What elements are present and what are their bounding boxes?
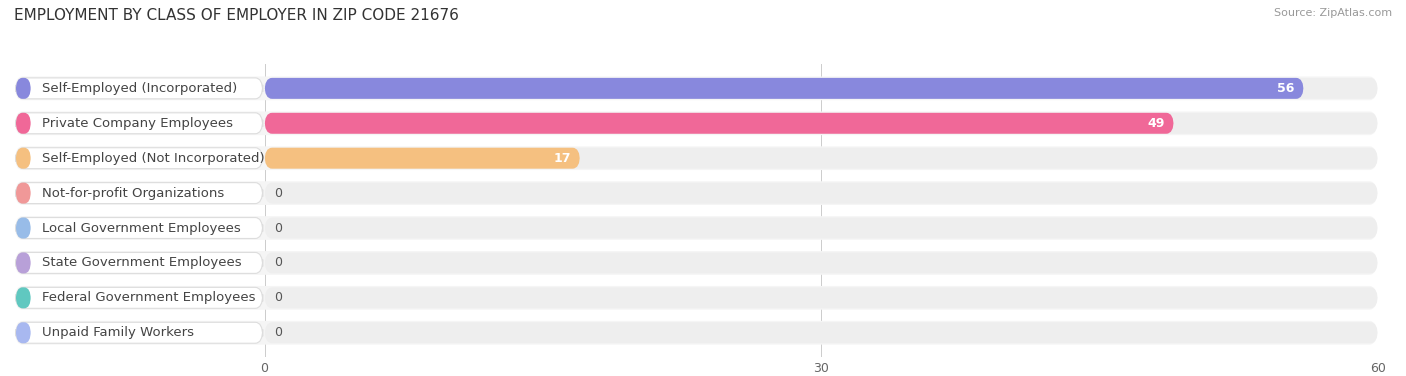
FancyBboxPatch shape	[15, 111, 1376, 135]
Text: 56: 56	[1277, 82, 1295, 95]
FancyBboxPatch shape	[264, 218, 1378, 238]
FancyBboxPatch shape	[15, 216, 1376, 240]
Text: EMPLOYMENT BY CLASS OF EMPLOYER IN ZIP CODE 21676: EMPLOYMENT BY CLASS OF EMPLOYER IN ZIP C…	[14, 8, 458, 23]
FancyBboxPatch shape	[264, 148, 1378, 169]
FancyBboxPatch shape	[15, 251, 1376, 275]
FancyBboxPatch shape	[15, 287, 31, 308]
Text: 0: 0	[274, 291, 281, 304]
FancyBboxPatch shape	[15, 78, 263, 99]
FancyBboxPatch shape	[15, 76, 1376, 100]
FancyBboxPatch shape	[15, 113, 31, 134]
FancyBboxPatch shape	[15, 286, 1376, 310]
FancyBboxPatch shape	[15, 146, 1376, 170]
FancyBboxPatch shape	[15, 181, 1376, 205]
FancyBboxPatch shape	[264, 78, 1378, 99]
FancyBboxPatch shape	[15, 252, 263, 273]
FancyBboxPatch shape	[264, 113, 1378, 134]
FancyBboxPatch shape	[15, 148, 31, 169]
Text: Source: ZipAtlas.com: Source: ZipAtlas.com	[1274, 8, 1392, 18]
FancyBboxPatch shape	[15, 287, 263, 308]
FancyBboxPatch shape	[15, 322, 263, 343]
FancyBboxPatch shape	[15, 183, 263, 203]
Text: Unpaid Family Workers: Unpaid Family Workers	[42, 326, 194, 339]
Text: 17: 17	[553, 152, 571, 165]
FancyBboxPatch shape	[15, 321, 1376, 345]
Text: Not-for-profit Organizations: Not-for-profit Organizations	[42, 186, 224, 200]
Text: 0: 0	[274, 326, 281, 339]
FancyBboxPatch shape	[15, 148, 263, 169]
Text: 0: 0	[274, 186, 281, 200]
FancyBboxPatch shape	[264, 287, 1378, 308]
FancyBboxPatch shape	[264, 113, 1174, 134]
FancyBboxPatch shape	[264, 148, 581, 169]
FancyBboxPatch shape	[15, 113, 263, 134]
Text: 0: 0	[274, 256, 281, 270]
Text: Federal Government Employees: Federal Government Employees	[42, 291, 256, 304]
Text: Self-Employed (Not Incorporated): Self-Employed (Not Incorporated)	[42, 152, 264, 165]
Text: Local Government Employees: Local Government Employees	[42, 221, 240, 235]
Text: State Government Employees: State Government Employees	[42, 256, 242, 270]
Text: Private Company Employees: Private Company Employees	[42, 117, 233, 130]
FancyBboxPatch shape	[15, 218, 263, 238]
FancyBboxPatch shape	[15, 252, 31, 273]
FancyBboxPatch shape	[15, 218, 31, 238]
FancyBboxPatch shape	[264, 183, 1378, 203]
Text: 49: 49	[1147, 117, 1164, 130]
FancyBboxPatch shape	[15, 78, 31, 99]
FancyBboxPatch shape	[264, 322, 1378, 343]
FancyBboxPatch shape	[264, 252, 1378, 273]
FancyBboxPatch shape	[15, 322, 31, 343]
Text: 0: 0	[274, 221, 281, 235]
FancyBboxPatch shape	[15, 183, 31, 203]
FancyBboxPatch shape	[264, 78, 1303, 99]
Text: Self-Employed (Incorporated): Self-Employed (Incorporated)	[42, 82, 238, 95]
